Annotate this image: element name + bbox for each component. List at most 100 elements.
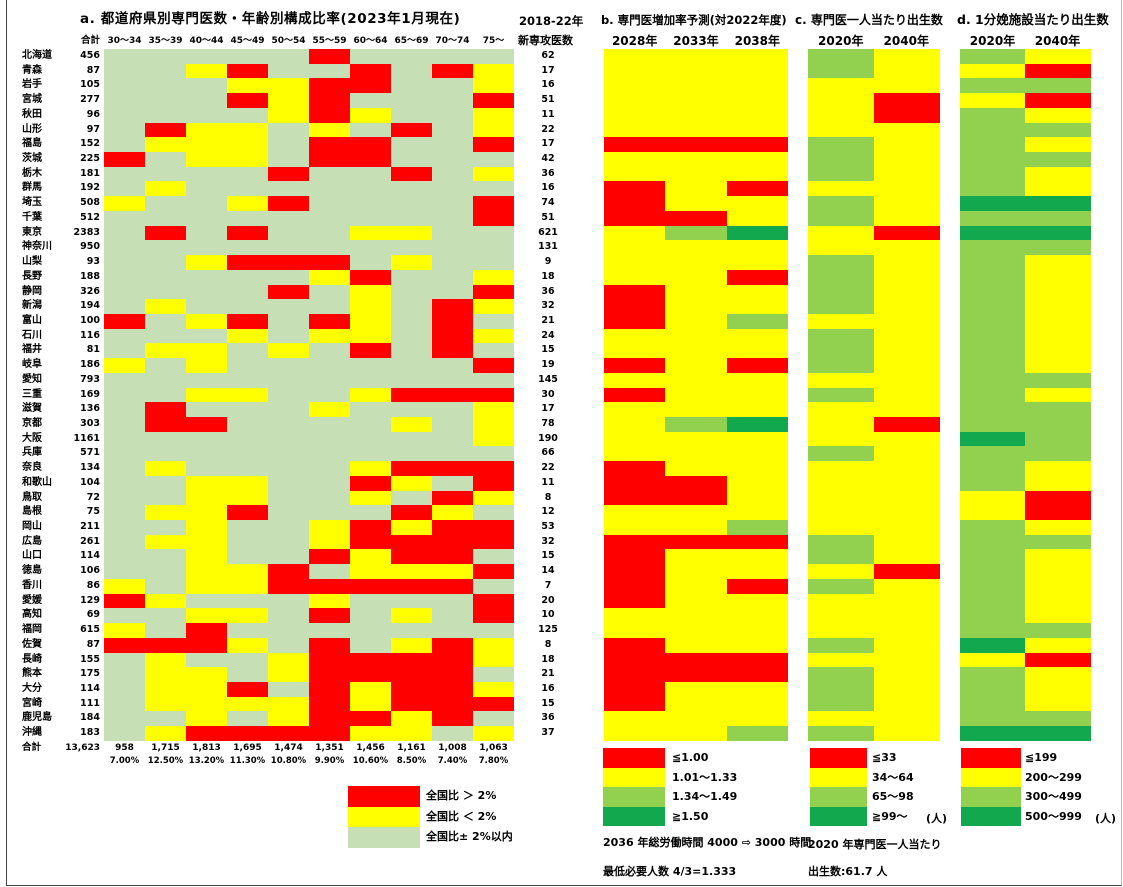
growth-rate-cell — [604, 181, 666, 197]
growth-rate-cell — [726, 446, 789, 462]
age-share-cell — [391, 490, 433, 506]
age-share-cell — [186, 564, 228, 580]
growth-rate-cell — [665, 578, 728, 594]
table-row: 千葉 512 51 — [0, 210, 580, 226]
prefecture-name: 熊本 — [22, 668, 42, 680]
age-share-cell — [350, 417, 392, 433]
age-share-cell — [309, 387, 351, 403]
table-row: 静岡 326 36 — [0, 284, 580, 300]
births-per-facility-cell — [960, 137, 1026, 153]
age-share-cell — [227, 726, 269, 742]
births-per-specialist-cell — [808, 299, 874, 315]
table-row: 福井 81 15 — [0, 343, 580, 359]
age-share-cell — [350, 505, 392, 521]
births-per-specialist-cell — [808, 608, 874, 624]
age-share-cell — [350, 637, 392, 653]
age-share-cell — [473, 623, 515, 639]
births-per-facility-cell — [960, 152, 1026, 168]
age-share-cell — [473, 78, 515, 94]
births-per-specialist-cell — [808, 623, 874, 639]
age-share-cell — [268, 711, 310, 727]
births-per-facility-cell — [1025, 343, 1091, 359]
births-per-facility-cell — [1025, 49, 1091, 65]
age-share-cell — [350, 402, 392, 418]
panel-b-note-2: 最低必要人数 4/3=1.333 — [603, 865, 737, 878]
age-share-cell — [432, 534, 474, 550]
births-per-facility-cell — [1025, 534, 1091, 550]
births-per-specialist-cell — [808, 402, 874, 418]
age-share-cell — [432, 255, 474, 271]
age-share-cell — [104, 78, 146, 94]
new-specialist-count: 7 — [544, 579, 552, 591]
age-share-cell — [268, 63, 310, 79]
births-per-specialist-cell — [808, 681, 874, 698]
births-per-specialist-cell — [873, 358, 940, 374]
age-share-cell — [186, 137, 228, 153]
births-per-facility-cell — [1025, 107, 1091, 123]
specialist-total: 615 — [80, 624, 100, 636]
growth-rate-cell — [604, 711, 666, 727]
age-share-cell — [309, 78, 351, 94]
legend-label: 300～499 — [1025, 790, 1082, 803]
legend-item: 200～299 — [961, 767, 1123, 787]
age-share-cell — [432, 696, 474, 712]
age-share-cell — [145, 667, 187, 683]
births-per-facility-cell — [960, 402, 1026, 418]
age-share-cell — [145, 343, 187, 359]
age-share-cell — [227, 122, 269, 138]
summary-label: 合計 — [22, 742, 42, 753]
age-share-cell — [186, 240, 228, 256]
table-row: 宮崎 111 15 — [0, 696, 580, 712]
age-share-cell — [145, 461, 187, 477]
age-share-cell — [309, 696, 351, 712]
growth-rate-cell — [726, 328, 789, 344]
panel-d-unit: (人) — [1095, 812, 1117, 825]
legend-item: 500～999 — [961, 806, 1123, 826]
age-share-cell — [309, 608, 351, 624]
summary-age-share: 7.80% — [478, 756, 509, 766]
age-share-cell — [391, 372, 433, 388]
age-share-cell — [186, 181, 228, 197]
age-share-cell — [145, 166, 187, 182]
age-share-cell — [227, 313, 269, 330]
growth-rate-cell — [604, 313, 666, 330]
growth-rate-cell — [665, 726, 728, 742]
table-row: 佐賀 87 8 — [0, 637, 580, 653]
age-share-cell — [268, 240, 310, 256]
age-share-cell — [309, 328, 351, 344]
growth-rate-cell — [726, 696, 789, 712]
age-share-cell — [391, 461, 433, 477]
panel-d-legend: ≦199 200～299 300～499 500～999 — [961, 748, 1091, 826]
age-share-cell — [268, 652, 310, 668]
age-share-cell — [391, 549, 433, 565]
table-row: 兵庫 571 66 — [0, 446, 580, 462]
growth-rate-cell — [604, 284, 666, 300]
age-share-cell — [104, 107, 146, 123]
age-share-cell — [309, 505, 351, 521]
summary-age-share: 8.50% — [396, 756, 427, 766]
legend-item: 65～98 — [810, 787, 1010, 807]
growth-rate-cell — [604, 681, 666, 698]
age-share-cell — [227, 667, 269, 683]
births-per-specialist-cell — [873, 608, 940, 624]
births-per-specialist-cell — [808, 63, 874, 79]
growth-rate-cell — [726, 564, 789, 580]
legend-swatch — [810, 748, 867, 768]
specialist-total: 106 — [80, 565, 100, 577]
births-per-facility-cell — [1025, 137, 1091, 153]
births-per-facility-cell — [960, 417, 1026, 433]
legend-label: 200～299 — [1025, 770, 1082, 784]
legend-item: ≦199 — [961, 748, 1123, 768]
prefecture-name: 徳島 — [22, 565, 42, 577]
legend-item: 全国比 ＞ 2% — [348, 786, 548, 807]
growth-rate-cell — [665, 122, 728, 138]
age-share-cell — [145, 93, 187, 109]
age-share-cell — [145, 255, 187, 271]
births-per-facility-cell — [1025, 387, 1091, 403]
age-share-cell — [227, 107, 269, 123]
table-row: 高知 69 10 — [0, 608, 580, 624]
age-share-cell — [350, 534, 392, 550]
age-share-cell — [432, 343, 474, 359]
age-share-cell — [104, 549, 146, 565]
births-per-specialist-cell — [873, 549, 940, 565]
